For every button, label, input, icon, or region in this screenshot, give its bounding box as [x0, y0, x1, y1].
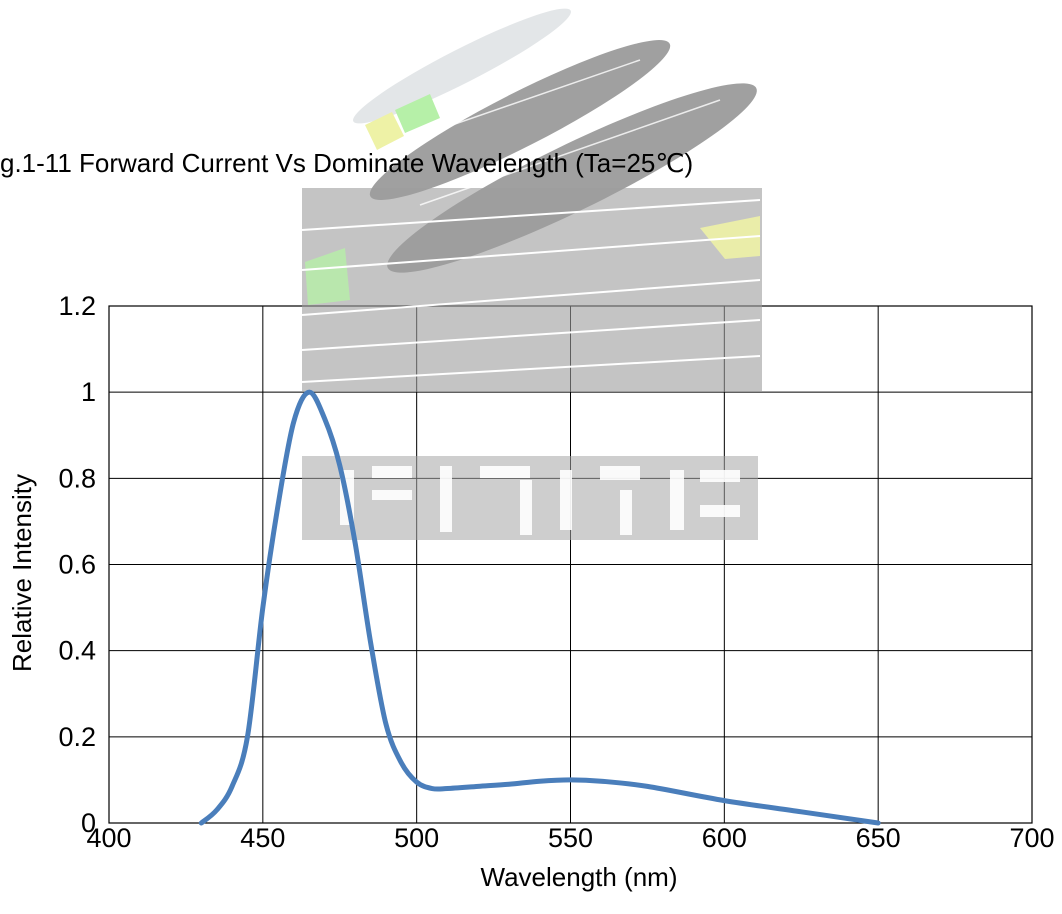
x-axis-label: Wavelength (nm)	[481, 862, 678, 892]
y-axis-label: Relative Intensity	[7, 474, 37, 672]
watermark-shape	[301, 355, 761, 383]
watermark-shape	[700, 216, 760, 259]
x-tick-label: 400	[86, 823, 131, 853]
watermark-shape	[353, 8, 571, 124]
watermark-shape	[305, 248, 350, 305]
y-tick-label: 0	[81, 808, 96, 838]
watermark-shape	[369, 40, 671, 200]
watermark-shape	[700, 470, 740, 482]
x-tick-label: 450	[240, 823, 285, 853]
x-tick-label: 550	[548, 823, 593, 853]
x-tick-label: 500	[394, 823, 439, 853]
watermark-shape	[700, 505, 740, 517]
y-tick-label: 1	[81, 377, 96, 407]
x-tick-label: 650	[856, 823, 901, 853]
y-tick-label: 0.6	[58, 550, 96, 580]
watermark-shape	[301, 279, 761, 316]
watermark-shape	[301, 235, 761, 271]
watermark	[301, 8, 762, 540]
watermark-shape	[302, 456, 758, 540]
y-tick-label: 1.2	[58, 291, 96, 321]
y-tick-label: 0.8	[58, 463, 96, 493]
watermark-shape	[387, 83, 757, 273]
watermark-shape	[301, 199, 761, 231]
tick-labels: 400 450 500 550 600 650 700 0 0.2 0.4 0.6 0.8 1 1.2	[58, 291, 1054, 853]
y-tick-label: 0.4	[58, 636, 96, 666]
chart-title: g.1-11 Forward Current Vs Dominate Wavel…	[0, 148, 693, 178]
x-tick-label: 600	[702, 823, 747, 853]
watermark-shape	[301, 319, 761, 351]
watermark-shape	[379, 59, 641, 151]
watermark-shape	[480, 466, 530, 478]
series-layer	[198, 389, 881, 826]
y-tick-label: 0.2	[58, 722, 96, 752]
x-tick-label: 700	[1009, 823, 1054, 853]
watermark-shape	[440, 466, 452, 532]
watermark-shape	[365, 112, 404, 150]
watermark-shape	[372, 490, 412, 500]
watermark-shape	[520, 480, 532, 535]
series-line	[198, 389, 881, 826]
watermark-shape	[670, 470, 684, 530]
watermark-shape	[395, 94, 440, 133]
watermark-letters	[340, 466, 740, 535]
watermark-shape	[372, 466, 412, 478]
watermark-shape	[302, 188, 762, 392]
watermark-shape	[620, 490, 632, 535]
